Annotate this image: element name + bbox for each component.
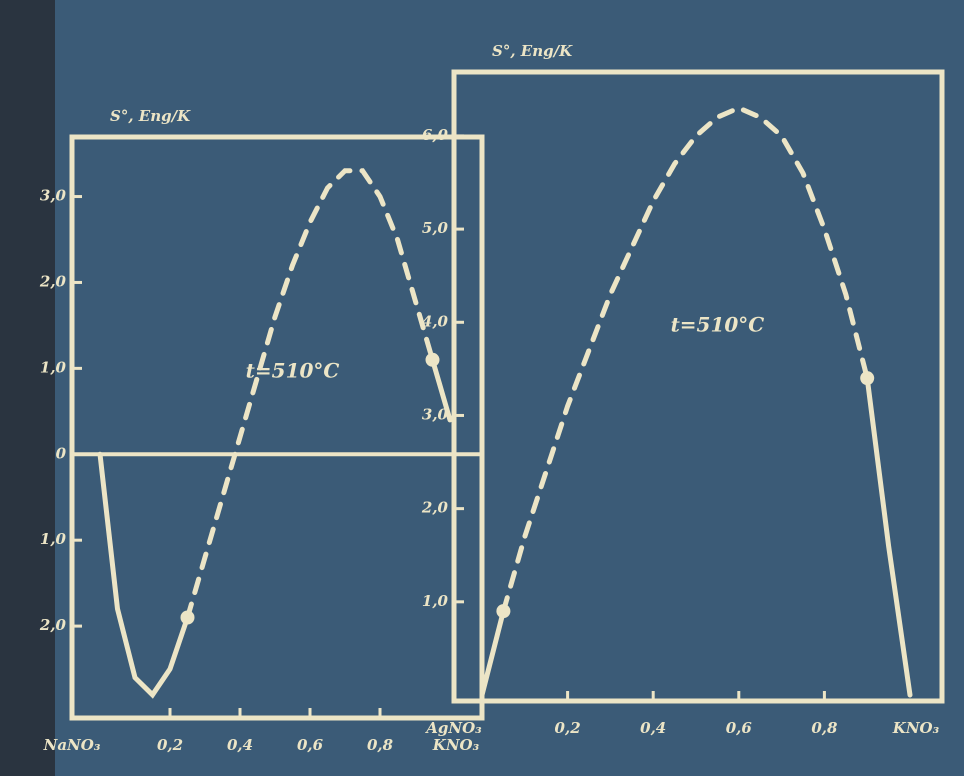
y-tick-label: 1,0 [40, 358, 67, 376]
y-tick-label: 2,0 [421, 499, 449, 517]
x-tick-label: 0,6 [726, 719, 753, 737]
junction-point [426, 353, 440, 367]
y-axis-label: S°, Eng/K [492, 42, 573, 60]
annotation: t=510°C [671, 313, 765, 337]
junction-point [860, 371, 874, 385]
x-end-label: KNO₃ [432, 736, 480, 754]
y-tick-label: 5,0 [422, 219, 449, 237]
x-tick-label: 0,4 [227, 736, 253, 754]
x-tick-label: 0,8 [811, 719, 838, 737]
junction-point [181, 611, 195, 625]
y-tick-label: 4,0 [422, 312, 449, 330]
slide: S°, Eng/K t=510°C NaNO₃ KNO₃ 2,0 1,0 0 1,0 2,0 3,… [0, 0, 964, 776]
y-tick-label: 2,0 [39, 616, 67, 634]
y-tick-label: 0 [56, 444, 67, 462]
y-tick-label: 1,0 [40, 530, 67, 548]
y-tick-label: 1,0 [422, 592, 449, 610]
y-tick-label: 3,0 [40, 187, 67, 205]
x-tick-label: 0,2 [555, 719, 581, 737]
y-tick-label: 3,0 [422, 405, 449, 423]
x-start-label: NaNO₃ [43, 736, 101, 754]
y-tick-label: 2,0 [39, 272, 67, 290]
y-tick-label: 6,0 [422, 126, 449, 144]
x-tick-label: 0,2 [157, 736, 183, 754]
dark-edge [0, 0, 55, 776]
x-start-label: AgNO₃ [424, 719, 482, 737]
x-tick-label: 0,4 [640, 719, 666, 737]
x-tick-label: 0,6 [297, 736, 324, 754]
y-axis-label: S°, Eng/K [110, 107, 191, 125]
x-end-label: KNO₃ [892, 719, 940, 737]
junction-point [496, 604, 510, 618]
x-tick-label: 0,8 [367, 736, 394, 754]
